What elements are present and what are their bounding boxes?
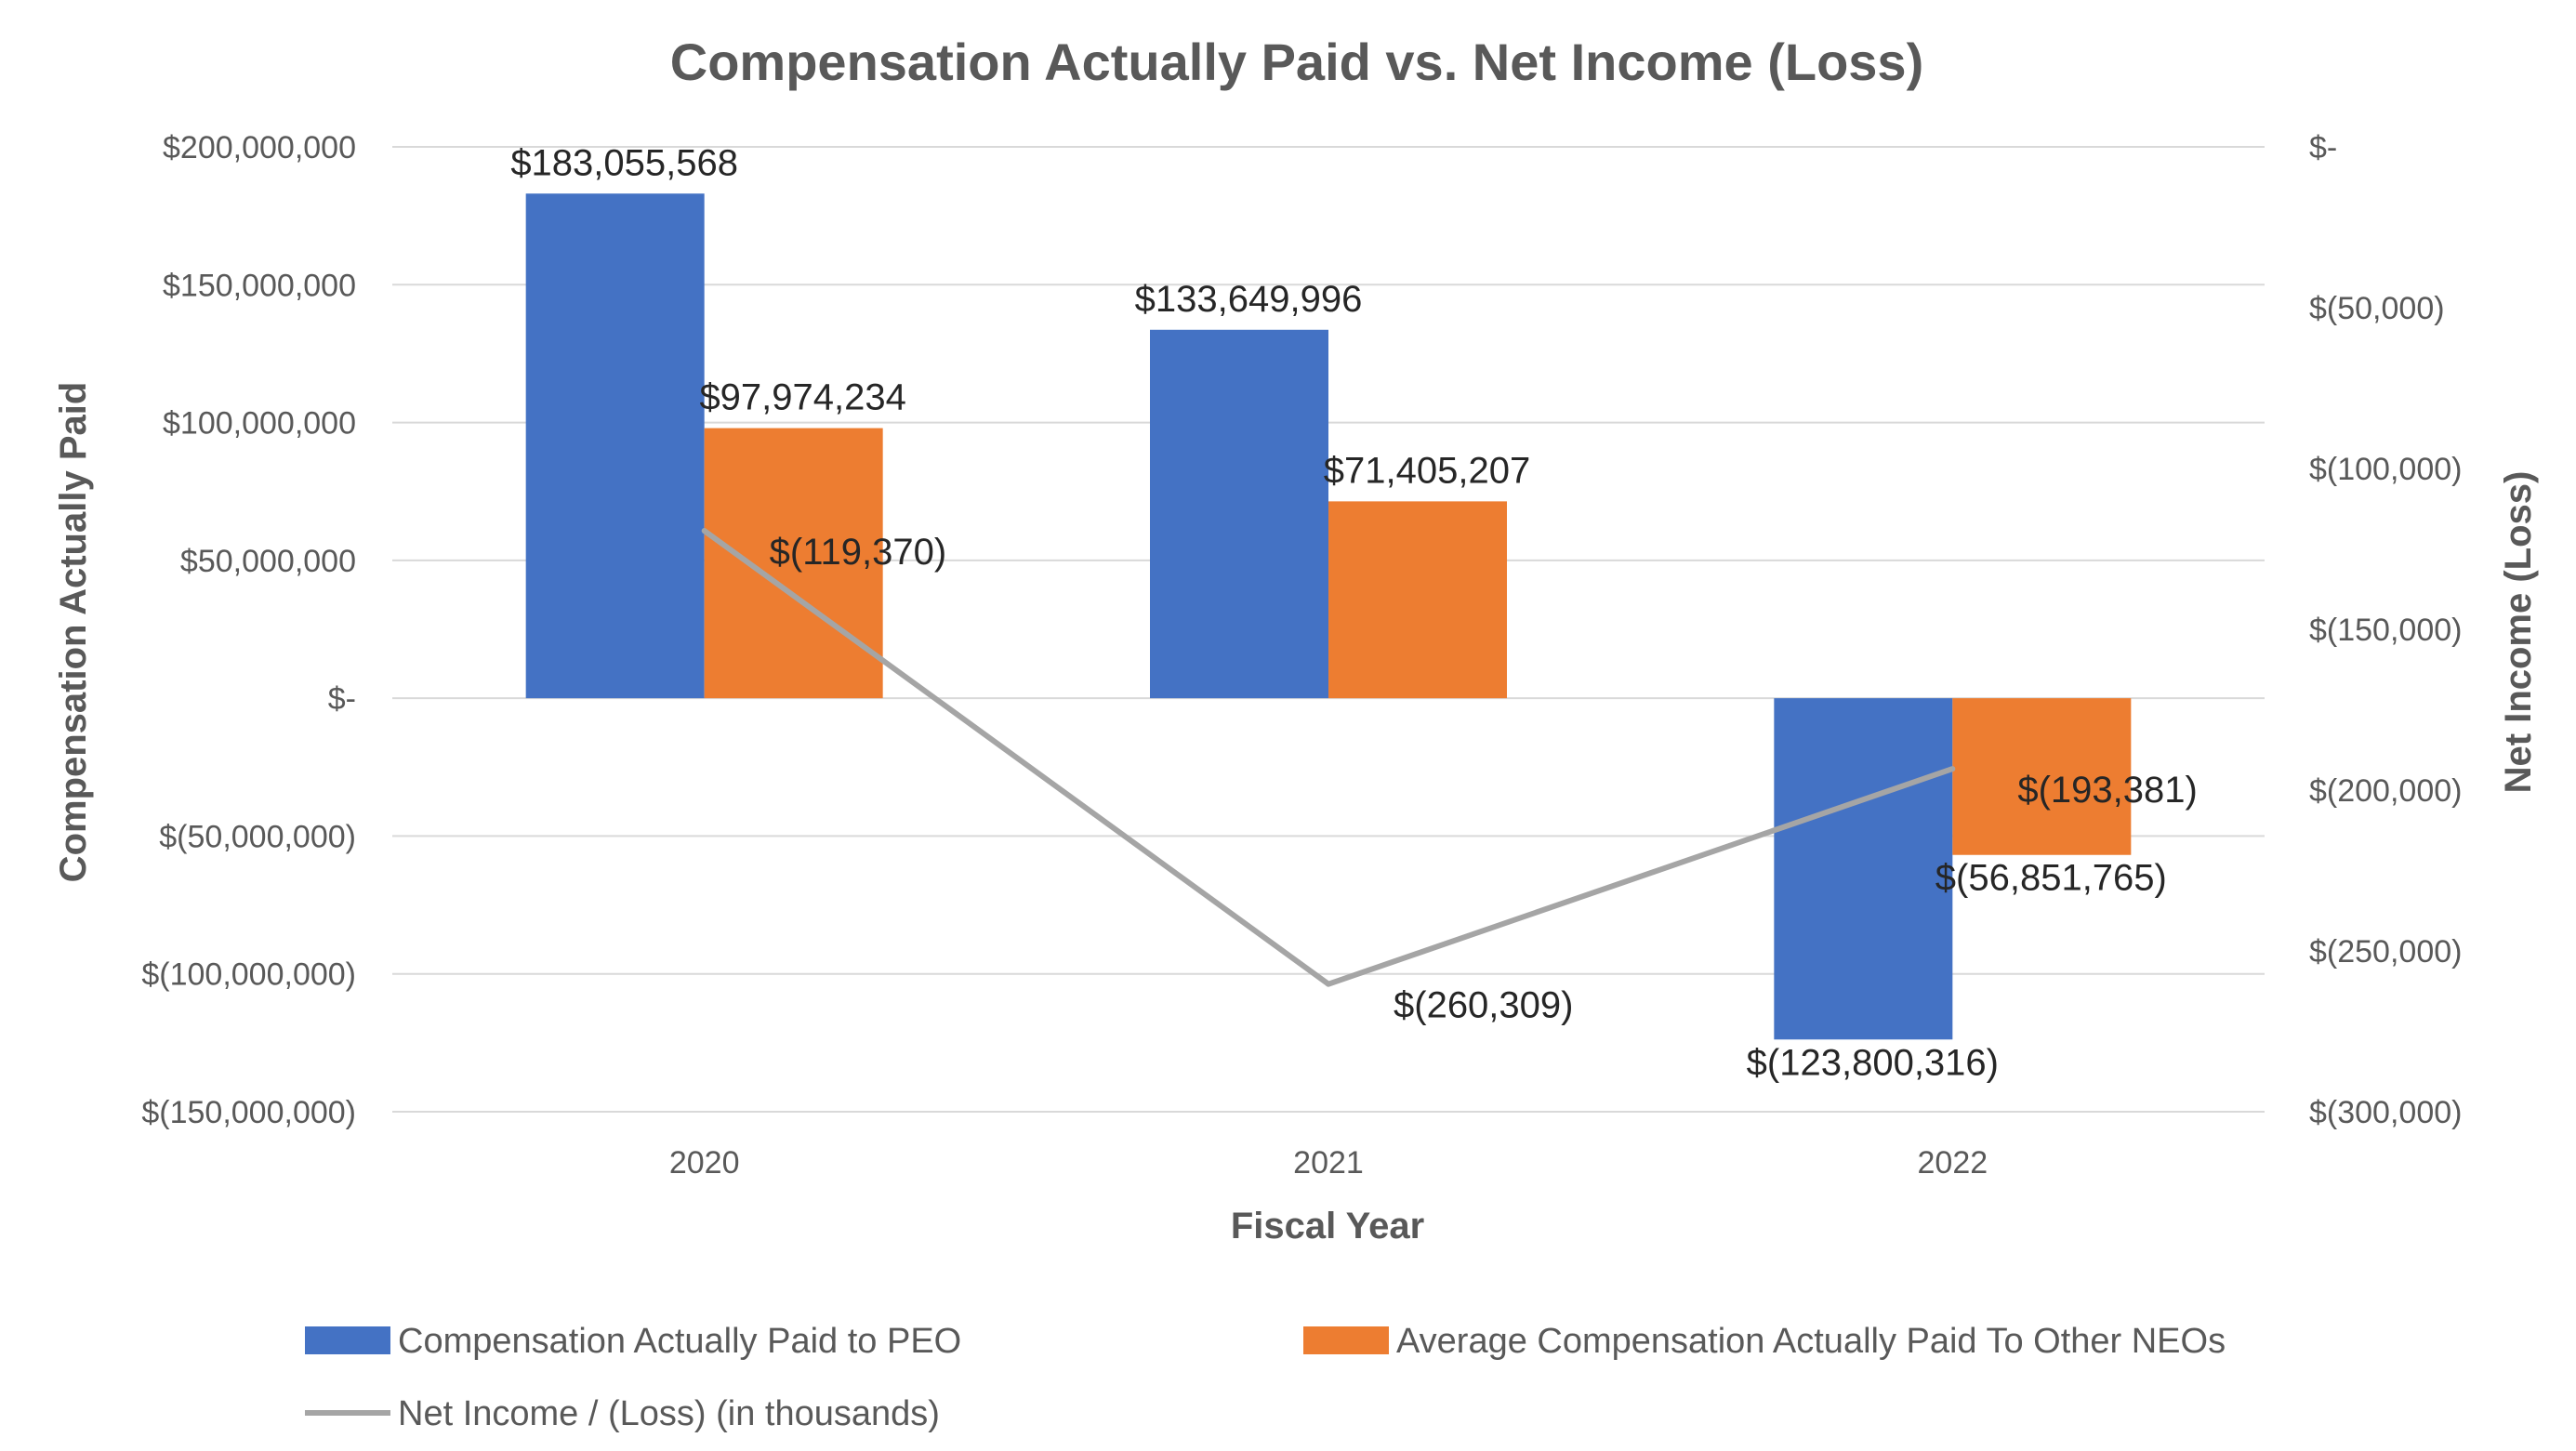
x-axis-ticks: 2020 2021 2022 xyxy=(669,1145,1988,1181)
y-tick-label: $150,000,000 xyxy=(163,268,356,303)
y2-tick-label: $(150,000) xyxy=(2309,613,2462,648)
y-axis-title: Compensation Actually Paid xyxy=(53,382,94,883)
line-data-label: $(119,370) xyxy=(770,532,947,573)
y-tick-label: $200,000,000 xyxy=(163,130,356,165)
data-label: $133,649,996 xyxy=(1135,279,1363,320)
line-point xyxy=(1326,981,1331,987)
y2-axis-title: Net Income (Loss) xyxy=(2498,471,2539,794)
x-tick-label: 2021 xyxy=(1293,1145,1364,1181)
bar-series0-2020 xyxy=(525,193,705,699)
y2-tick-label: $- xyxy=(2309,130,2337,165)
y-axis-ticks: $200,000,000 $150,000,000 $100,000,000 $50,… xyxy=(141,130,356,1130)
y2-tick-label: $(250,000) xyxy=(2309,934,2462,970)
data-label: $(123,800,316) xyxy=(1747,1042,1999,1083)
legend-label: Net Income / (Loss) (in thousands) xyxy=(398,1394,940,1433)
chart-title: Compensation Actually Paid vs. Net Incom… xyxy=(670,33,1923,91)
bar-series0-2022 xyxy=(1774,698,1953,1040)
x-axis-title: Fiscal Year xyxy=(1231,1206,1424,1247)
net-income-line-layer xyxy=(701,528,1956,987)
data-label: $183,055,568 xyxy=(510,142,738,183)
legend: Compensation Actually Paid to PEO Average… xyxy=(305,1322,2226,1433)
data-labels: $183,055,568 $133,649,996 $(123,800,316) $9… xyxy=(510,142,2197,1083)
bars xyxy=(525,193,2132,1040)
bar-series0-2021 xyxy=(1150,329,1328,699)
line-data-label: $(193,381) xyxy=(2017,770,2197,811)
y2-tick-label: $(100,000) xyxy=(2309,452,2462,487)
y2-tick-label: $(300,000) xyxy=(2309,1095,2462,1130)
bar-series1-2022 xyxy=(1952,698,2132,855)
y-tick-label: $(150,000,000) xyxy=(141,1095,356,1130)
data-label: $97,974,234 xyxy=(699,377,905,418)
legend-label: Average Compensation Actually Paid To Ot… xyxy=(1396,1322,2226,1361)
y-tick-label: $50,000,000 xyxy=(180,544,356,579)
line-point xyxy=(1949,766,1956,772)
data-label: $71,405,207 xyxy=(1324,450,1530,491)
y-tick-label: $- xyxy=(328,681,356,717)
y2-tick-label: $(50,000) xyxy=(2309,291,2445,326)
legend-swatch xyxy=(1303,1326,1389,1354)
bar-series1-2020 xyxy=(704,428,883,699)
x-tick-label: 2022 xyxy=(1918,1145,1988,1181)
bar-series1-2021 xyxy=(1328,501,1507,699)
y-tick-label: $(50,000,000) xyxy=(159,819,356,854)
legend-swatch xyxy=(305,1326,390,1354)
y2-tick-label: $(200,000) xyxy=(2309,773,2462,809)
data-label: $(56,851,765) xyxy=(1935,858,2167,899)
y-tick-label: $(100,000,000) xyxy=(141,957,356,993)
line-point xyxy=(701,528,707,534)
legend-label: Compensation Actually Paid to PEO xyxy=(398,1322,961,1361)
y-tick-label: $100,000,000 xyxy=(163,406,356,442)
line-data-label: $(260,309) xyxy=(1394,985,1573,1026)
x-tick-label: 2020 xyxy=(669,1145,740,1181)
y2-axis-ticks: $- $(50,000) $(100,000) $(150,000) $(200,000… xyxy=(2309,130,2462,1130)
